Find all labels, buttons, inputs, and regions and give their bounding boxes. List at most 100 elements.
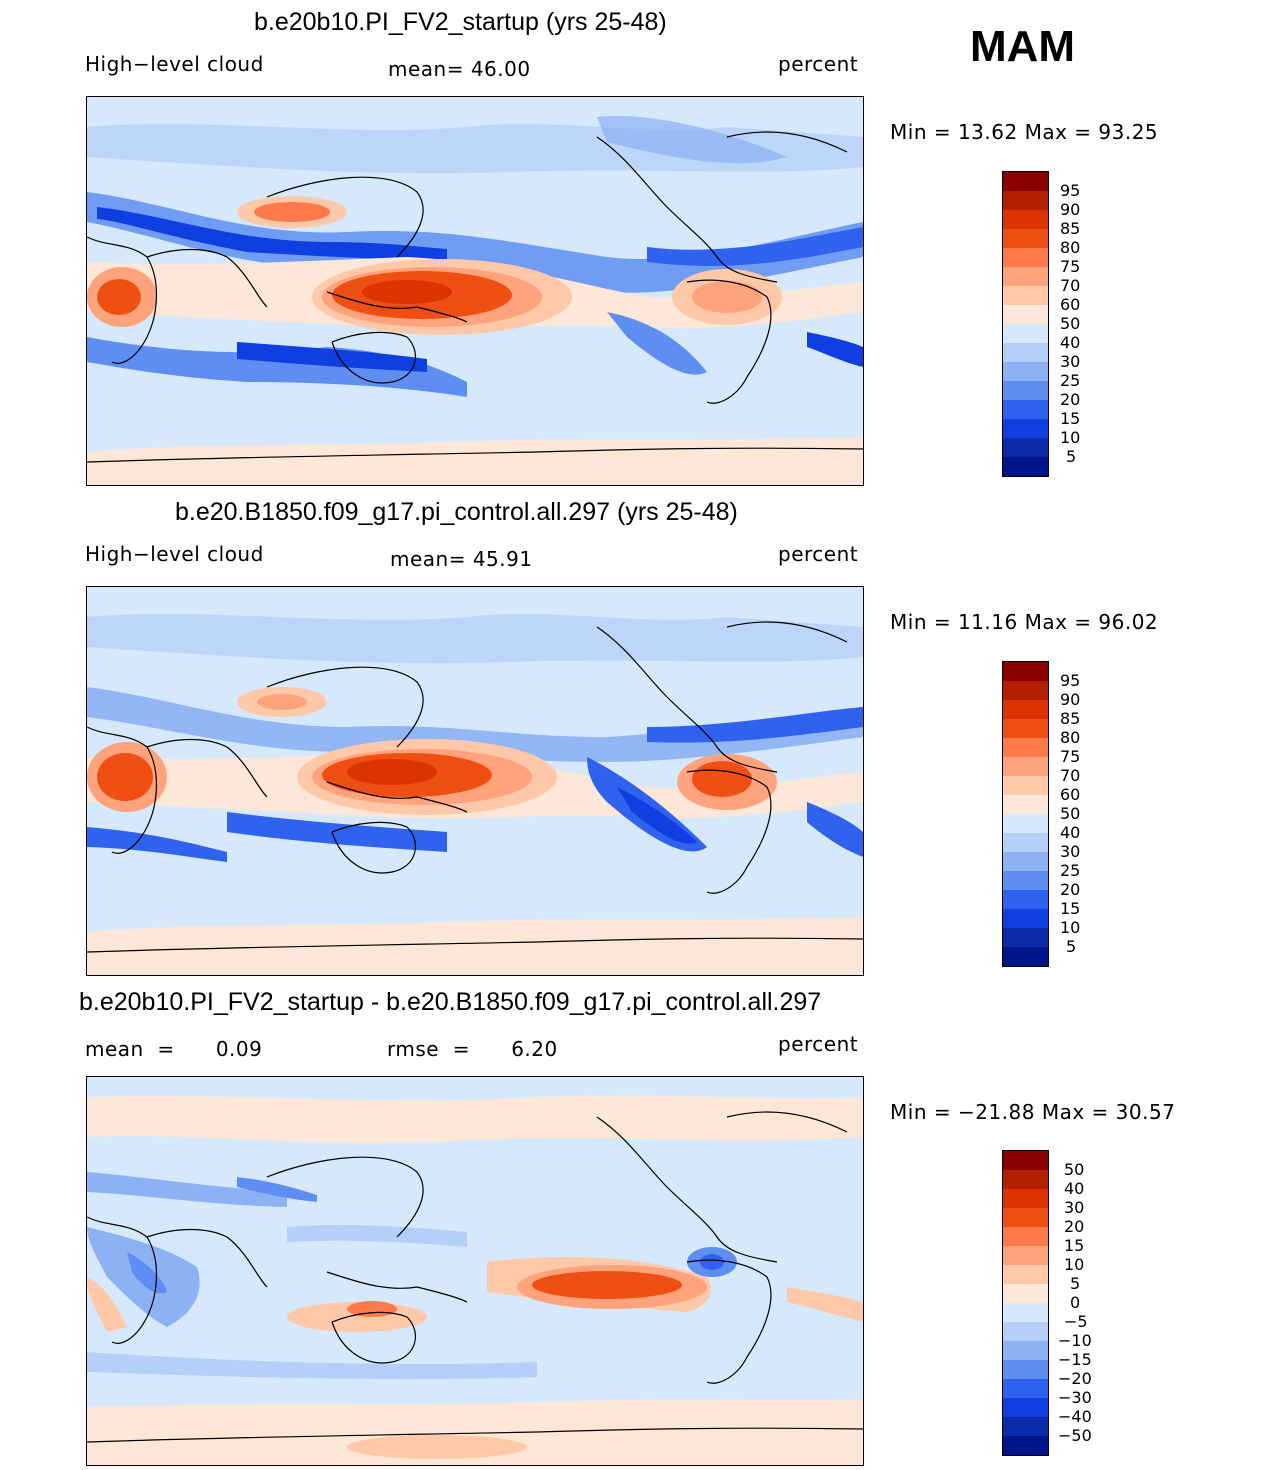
colorbar-tick-label: 90: [1060, 690, 1081, 709]
colorbar-swatch: [1003, 229, 1048, 248]
colorbar-swatch: [1003, 210, 1048, 229]
colorbar-swatch: [1003, 438, 1048, 457]
colorbar-swatch: [1003, 890, 1048, 909]
panel-3-minmax-label: Min = −21.88 Max = 30.57: [890, 1100, 1176, 1124]
panel-1-mean-label: mean= 46.00: [388, 57, 531, 81]
panel-1-units-label: percent: [778, 52, 859, 76]
panel-2-units-label: percent: [778, 542, 859, 566]
colorbar-tick-label: 5: [1066, 447, 1077, 466]
colorbar-tick-label: 85: [1060, 219, 1081, 238]
colorbar-swatch: [1003, 909, 1048, 928]
colorbar-tick-label: 95: [1060, 671, 1081, 690]
colorbar-tick-label: −50: [1058, 1426, 1092, 1445]
colorbar-swatch: [1003, 1322, 1048, 1341]
season-label: MAM: [970, 22, 1076, 71]
colorbar-swatch: [1003, 267, 1048, 286]
model-a-contours: [87, 97, 863, 485]
colorbar-swatch: [1003, 1284, 1048, 1303]
colorbar-tick-label: 30: [1060, 842, 1081, 861]
colorbar-swatch: [1003, 305, 1048, 324]
colorbar-tick-label: −20: [1058, 1369, 1092, 1388]
panel-3-units-label: percent: [778, 1032, 859, 1056]
colorbar-swatch: [1003, 662, 1048, 681]
colorbar-tick-label: 75: [1060, 747, 1081, 766]
colorbar-tick-label: 20: [1060, 880, 1081, 899]
colorbar-tick-label: 60: [1060, 295, 1081, 314]
colorbar-tick-label: 15: [1060, 899, 1081, 918]
colorbar-swatch: [1003, 1189, 1048, 1208]
colorbar-tick-label: 50: [1064, 1160, 1085, 1179]
colorbar-tick-label: −10: [1058, 1331, 1092, 1350]
colorbar-tick-label: 15: [1064, 1236, 1085, 1255]
colorbar-tick-label: 20: [1064, 1217, 1085, 1236]
colorbar-tick-label: 95: [1060, 181, 1081, 200]
colorbar-swatch: [1003, 343, 1048, 362]
colorbar-swatch: [1003, 928, 1048, 947]
colorbar-swatch: [1003, 191, 1048, 210]
colorbar-swatch: [1003, 1151, 1048, 1170]
colorbar-swatch: [1003, 381, 1048, 400]
colorbar-tick-label: 0: [1070, 1293, 1081, 1312]
colorbar-tick-label: 10: [1064, 1255, 1085, 1274]
colorbar-swatch: [1003, 172, 1048, 191]
colorbar-tick-label: 40: [1060, 823, 1081, 842]
panel-2-title: b.e20.B1850.f09_g17.pi_control.all.297 (…: [175, 498, 738, 526]
colorbar-tick-label: 30: [1064, 1198, 1085, 1217]
colorbar-swatch: [1003, 324, 1048, 343]
colorbar-tick-label: 25: [1060, 371, 1081, 390]
model-b-map: [86, 586, 864, 976]
colorbar-swatch: [1003, 286, 1048, 305]
colorbar-swatch: [1003, 1436, 1048, 1455]
colorbar-tick-label: 70: [1060, 766, 1081, 785]
panel-2-minmax-label: Min = 11.16 Max = 96.02: [890, 610, 1159, 634]
colorbar-swatch: [1003, 795, 1048, 814]
panel-3-mean-label: mean = 0.09: [85, 1037, 263, 1061]
colorbar-tick-label: 30: [1060, 352, 1081, 371]
colorbar-swatch: [1003, 1246, 1048, 1265]
panel-1-minmax-label: Min = 13.62 Max = 93.25: [890, 120, 1159, 144]
colorbar-tick-label: 5: [1070, 1274, 1081, 1293]
panel-2-variable-label: High−level cloud: [85, 542, 264, 566]
colorbar-swatch: [1003, 814, 1048, 833]
colorbar-tick-label: 10: [1060, 428, 1081, 447]
colorbar-swatch: [1003, 947, 1048, 966]
panel-1-colorbar: [1002, 171, 1049, 477]
colorbar-swatch: [1003, 852, 1048, 871]
colorbar-swatch: [1003, 1360, 1048, 1379]
model-b-contours: [87, 587, 863, 975]
colorbar-swatch: [1003, 457, 1048, 476]
colorbar-swatch: [1003, 738, 1048, 757]
colorbar-tick-label: 20: [1060, 390, 1081, 409]
colorbar-tick-label: 15: [1060, 409, 1081, 428]
colorbar-tick-label: −30: [1058, 1388, 1092, 1407]
colorbar-swatch: [1003, 833, 1048, 852]
colorbar-swatch: [1003, 776, 1048, 795]
colorbar-tick-label: 60: [1060, 785, 1081, 804]
model-a-map: [86, 96, 864, 486]
panel-1-variable-label: High−level cloud: [85, 52, 264, 76]
panel-3-colorbar: [1002, 1150, 1049, 1456]
panel-3-title: b.e20b10.PI_FV2_startup - b.e20.B1850.f0…: [79, 988, 822, 1016]
colorbar-tick-label: 80: [1060, 728, 1081, 747]
colorbar-tick-label: 40: [1064, 1179, 1085, 1198]
panel-3-rmse-label: rmse = 6.20: [387, 1037, 558, 1061]
colorbar-swatch: [1003, 1379, 1048, 1398]
colorbar-swatch: [1003, 419, 1048, 438]
colorbar-swatch: [1003, 1265, 1048, 1284]
colorbar-swatch: [1003, 871, 1048, 890]
colorbar-tick-label: −5: [1064, 1312, 1088, 1331]
colorbar-swatch: [1003, 248, 1048, 267]
colorbar-swatch: [1003, 1398, 1048, 1417]
colorbar-swatch: [1003, 1208, 1048, 1227]
colorbar-swatch: [1003, 757, 1048, 776]
colorbar-swatch: [1003, 681, 1048, 700]
colorbar-tick-label: 50: [1060, 804, 1081, 823]
panel-1-title: b.e20b10.PI_FV2_startup (yrs 25-48): [254, 8, 667, 36]
colorbar-swatch: [1003, 719, 1048, 738]
colorbar-tick-label: 5: [1066, 937, 1077, 956]
colorbar-swatch: [1003, 1170, 1048, 1189]
colorbar-swatch: [1003, 362, 1048, 381]
colorbar-swatch: [1003, 700, 1048, 719]
colorbar-tick-label: −40: [1058, 1407, 1092, 1426]
colorbar-tick-label: 40: [1060, 333, 1081, 352]
